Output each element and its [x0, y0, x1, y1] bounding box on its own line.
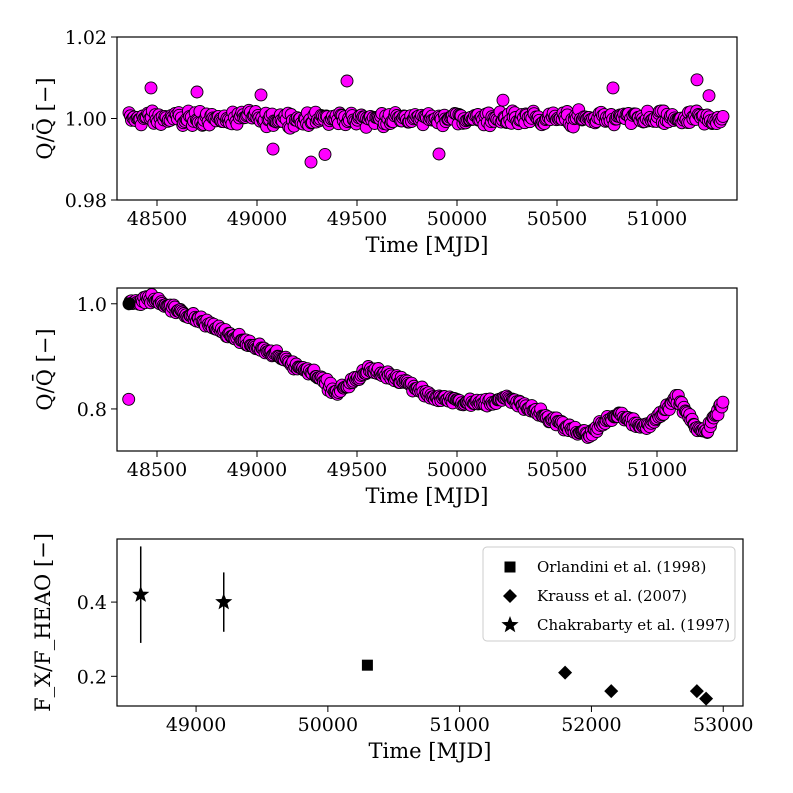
top-panel: 48500 49000 49500 50000 50500 51000 0.98 1.00 1.…	[32, 27, 738, 257]
y-tick-label: 0.2	[77, 666, 107, 688]
y-tick-label: 0.8	[77, 399, 107, 421]
x-tick-label: 49500	[327, 459, 387, 481]
plot-frame	[116, 287, 738, 452]
data-point	[702, 89, 716, 103]
diamond-marker	[558, 665, 573, 680]
x-tick-label: 49000	[166, 714, 226, 736]
data-point	[304, 155, 318, 169]
diamond-marker	[689, 684, 704, 699]
legend-box	[482, 546, 736, 642]
x-tick-label: 49500	[327, 208, 387, 230]
legend-star-marker	[501, 616, 519, 633]
data-point	[340, 74, 354, 88]
x-axis-label: Time [MJD]	[366, 484, 489, 508]
y-axis-label: Q/Q̄ [−]	[32, 328, 57, 410]
legend-entry: Chakrabarty et al. (1997)	[537, 616, 730, 634]
data-point	[122, 297, 136, 311]
x-tick-label: 48500	[127, 208, 187, 230]
x-axis-label: Time [MJD]	[369, 739, 492, 763]
data-point	[716, 109, 730, 123]
data-point	[496, 93, 510, 107]
data-point	[266, 142, 280, 156]
plot-frame	[116, 538, 744, 707]
y-tick-label: 1.00	[65, 109, 107, 131]
x-tick-label: 50000	[427, 208, 487, 230]
x-tick-label: 50500	[527, 459, 587, 481]
y-tick-label: 1.02	[65, 27, 107, 49]
x-tick-label: 51000	[627, 459, 687, 481]
legend-entry: Orlandini et al. (1998)	[537, 558, 706, 576]
plot-frame	[116, 36, 738, 201]
bottom-panel: 49000 50000 51000 52000 53000 0.2 0.4 Time [MJD…	[31, 533, 753, 763]
x-tick-label: 52000	[561, 714, 621, 736]
square-marker	[361, 659, 373, 671]
data-point	[144, 81, 158, 95]
x-tick-label: 50000	[298, 714, 358, 736]
x-axis-label: Time [MJD]	[366, 233, 489, 257]
data-point	[716, 395, 730, 409]
data-point	[122, 392, 136, 406]
data-point	[606, 81, 620, 95]
diamond-marker	[699, 691, 714, 706]
x-tick-label: 51000	[429, 714, 489, 736]
data-point	[190, 85, 204, 99]
y-axis-label: F_X/F_HEAO [−]	[31, 533, 55, 712]
x-tick-label: 51000	[627, 208, 687, 230]
x-tick-label: 49000	[227, 459, 287, 481]
star-marker	[215, 593, 233, 610]
legend: Orlandini et al. (1998) Krauss et al. (20…	[482, 546, 736, 642]
data-point	[690, 73, 704, 87]
y-tick-label: 0.98	[65, 190, 107, 212]
y-tick-label: 1.0	[77, 294, 107, 316]
x-tick-label: 53000	[693, 714, 753, 736]
legend-entry: Krauss et al. (2007)	[537, 587, 687, 605]
star-marker	[132, 585, 150, 602]
data-point	[432, 147, 446, 161]
data-point	[254, 88, 268, 102]
x-tick-label: 49000	[227, 208, 287, 230]
x-tick-label: 50500	[527, 208, 587, 230]
y-axis-label: Q/Q̄ [−]	[32, 77, 57, 159]
diamond-marker	[604, 684, 619, 699]
x-tick-label: 48500	[127, 459, 187, 481]
data-point	[318, 147, 332, 161]
y-tick-label: 0.4	[77, 592, 107, 614]
x-tick-label: 50000	[427, 459, 487, 481]
legend-diamond-marker	[503, 589, 517, 603]
middle-panel: 48500 49000 49500 50000 50500 51000 0.8 1.0 Time…	[32, 287, 738, 508]
legend-square-marker	[504, 561, 516, 573]
